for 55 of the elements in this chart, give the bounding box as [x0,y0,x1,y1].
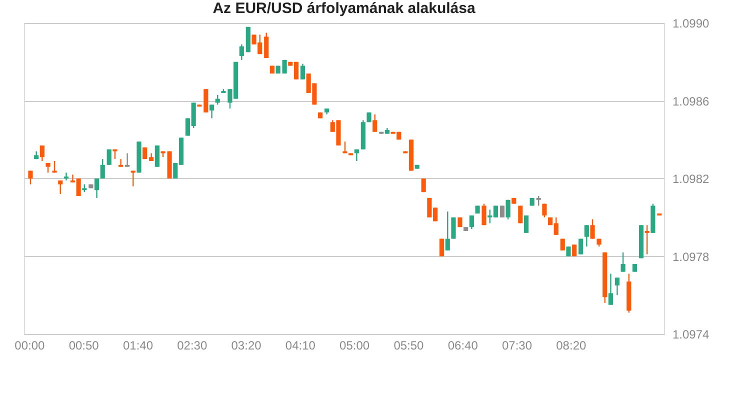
chart-title: Az EUR/USD árfolyamának alakulása [212,0,476,17]
candlestick [578,238,584,255]
candlestick [94,178,100,199]
candlestick [28,170,33,185]
candlestick [590,218,595,240]
candlestick [204,88,208,114]
candlestick [566,246,571,257]
y-tick-label: 1.0986 [672,94,710,108]
y-tick-label: 1.0990 [672,16,710,30]
y-tick-label: 1.0982 [672,172,710,186]
candlestick [451,216,456,240]
candlestick [106,148,112,166]
candlestick [439,238,444,257]
candlestick [239,44,244,61]
candlestick [118,158,124,168]
candlestick [154,144,160,168]
x-tick-label: 07:30 [502,338,532,352]
y-tick-label: 1.0978 [672,250,710,264]
x-tick-label: 02:30 [177,338,208,352]
x-tick-label: 04:10 [285,338,316,352]
candlestick [100,158,105,180]
candlestick [40,144,44,162]
candlestick [644,224,650,255]
candlestick [572,244,577,257]
x-tick-label: 03:20 [231,338,262,352]
candlestick [614,277,620,296]
candlestick [421,178,426,193]
candlestick [518,205,523,224]
candlestick [125,152,130,168]
x-tick-label: 05:00 [340,338,370,352]
candlestick [584,224,589,248]
candlestick [524,214,529,234]
x-tick-label: 00:50 [68,338,100,352]
candlestick [506,199,510,220]
candlestick [264,32,269,59]
x-tick-label: 01:40 [122,338,154,352]
x-tick-label: 06:40 [448,338,478,352]
x-tick-label: 05:50 [394,338,424,352]
candlestick [58,180,63,195]
candlestick [209,104,214,119]
candlestick [608,273,614,306]
candlestick [500,205,505,218]
candlestick [130,170,136,187]
candlestick [542,203,547,218]
candlestick [372,114,378,132]
y-tick-label: 1.0974 [672,328,710,342]
candlestick [482,203,486,226]
candlestick [536,195,541,206]
candlestick [64,172,69,182]
candlestick [620,252,626,272]
candlestick [469,214,474,230]
x-tick-label: 00:00 [14,338,46,352]
candlestick [445,210,450,252]
x-tick-label: 08:20 [556,338,586,352]
candlestick [300,63,306,80]
